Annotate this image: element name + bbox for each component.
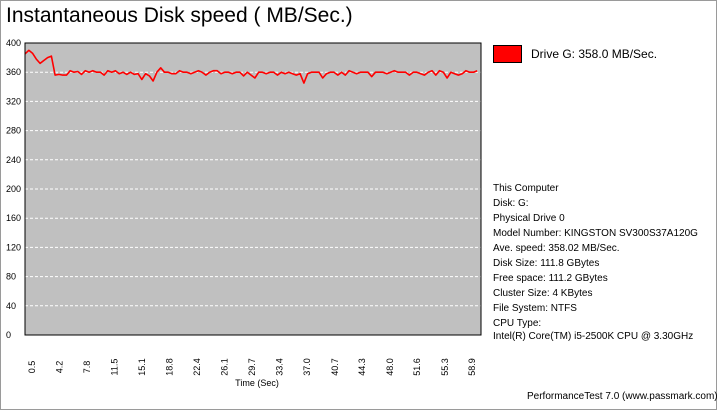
x-tick-label: 18.8 — [165, 358, 175, 376]
x-tick-label: 15.1 — [137, 358, 147, 376]
info-disk-size: Disk Size: 111.8 GBytes — [493, 258, 600, 269]
chart-title: Instantaneous Disk speed ( MB/Sec.) — [6, 4, 353, 27]
y-tick-label: 200 — [6, 184, 21, 194]
disk-info-panel: This Computer Disk: G: Physical Drive 0 … — [493, 181, 713, 342]
y-tick-label: 40 — [6, 301, 16, 311]
info-model: Model Number: KINGSTON SV300S37A120G — [493, 228, 698, 239]
info-cluster-size: Cluster Size: 4 KBytes — [493, 288, 593, 299]
y-tick-label: 0 — [6, 330, 11, 340]
x-tick-label: 33.4 — [275, 358, 285, 376]
x-tick-label: 11.5 — [110, 359, 120, 376]
plot-border — [24, 42, 482, 336]
x-tick-label: 4.2 — [55, 361, 65, 374]
x-tick-label: 58.9 — [467, 358, 477, 376]
info-file-system: File System: NTFS — [493, 303, 577, 314]
y-tick-label: 120 — [6, 242, 21, 252]
info-free-space: Free space: 111.2 GBytes — [493, 273, 608, 284]
x-tick-label: 44.3 — [357, 358, 367, 376]
y-tick-label: 80 — [6, 272, 16, 282]
y-tick-label: 160 — [6, 213, 21, 223]
info-cpu-type-value: Intel(R) Core(TM) i5-2500K CPU @ 3.30GHz — [493, 331, 694, 342]
info-cpu-type-label: CPU Type: — [493, 318, 542, 329]
info-ave-speed: Ave. speed: 358.02 MB/Sec. — [493, 243, 620, 254]
y-tick-label: 400 — [6, 38, 21, 48]
info-computer: This Computer — [493, 183, 559, 194]
legend-swatch — [493, 45, 522, 63]
y-tick-label: 280 — [6, 126, 21, 136]
x-tick-label: 51.6 — [412, 358, 422, 376]
x-tick-label: 26.1 — [220, 358, 230, 376]
y-tick-label: 320 — [6, 96, 21, 106]
x-tick-label: 55.3 — [440, 358, 450, 376]
x-tick-label: 0.5 — [27, 361, 37, 374]
x-tick-label: 29.7 — [247, 358, 257, 376]
x-axis-label: Time (Sec) — [235, 378, 279, 388]
series-line-drive-g — [24, 49, 478, 84]
y-tick-label: 240 — [6, 155, 21, 165]
footer-credit: PerformanceTest 7.0 (www.passmark.com) — [527, 391, 717, 402]
info-physical-drive: Physical Drive 0 — [493, 213, 565, 224]
legend: Drive G: 358.0 MB/Sec. — [493, 44, 657, 64]
legend-label: Drive G: 358.0 MB/Sec. — [531, 47, 658, 61]
y-tick-label: 360 — [6, 67, 21, 77]
x-tick-label: 22.4 — [192, 358, 202, 376]
x-tick-label: 48.0 — [385, 358, 395, 376]
x-tick-label: 40.7 — [330, 358, 340, 376]
x-tick-label: 37.0 — [302, 358, 312, 376]
info-disk: Disk: G: — [493, 198, 529, 209]
x-tick-label: 7.8 — [82, 361, 92, 374]
